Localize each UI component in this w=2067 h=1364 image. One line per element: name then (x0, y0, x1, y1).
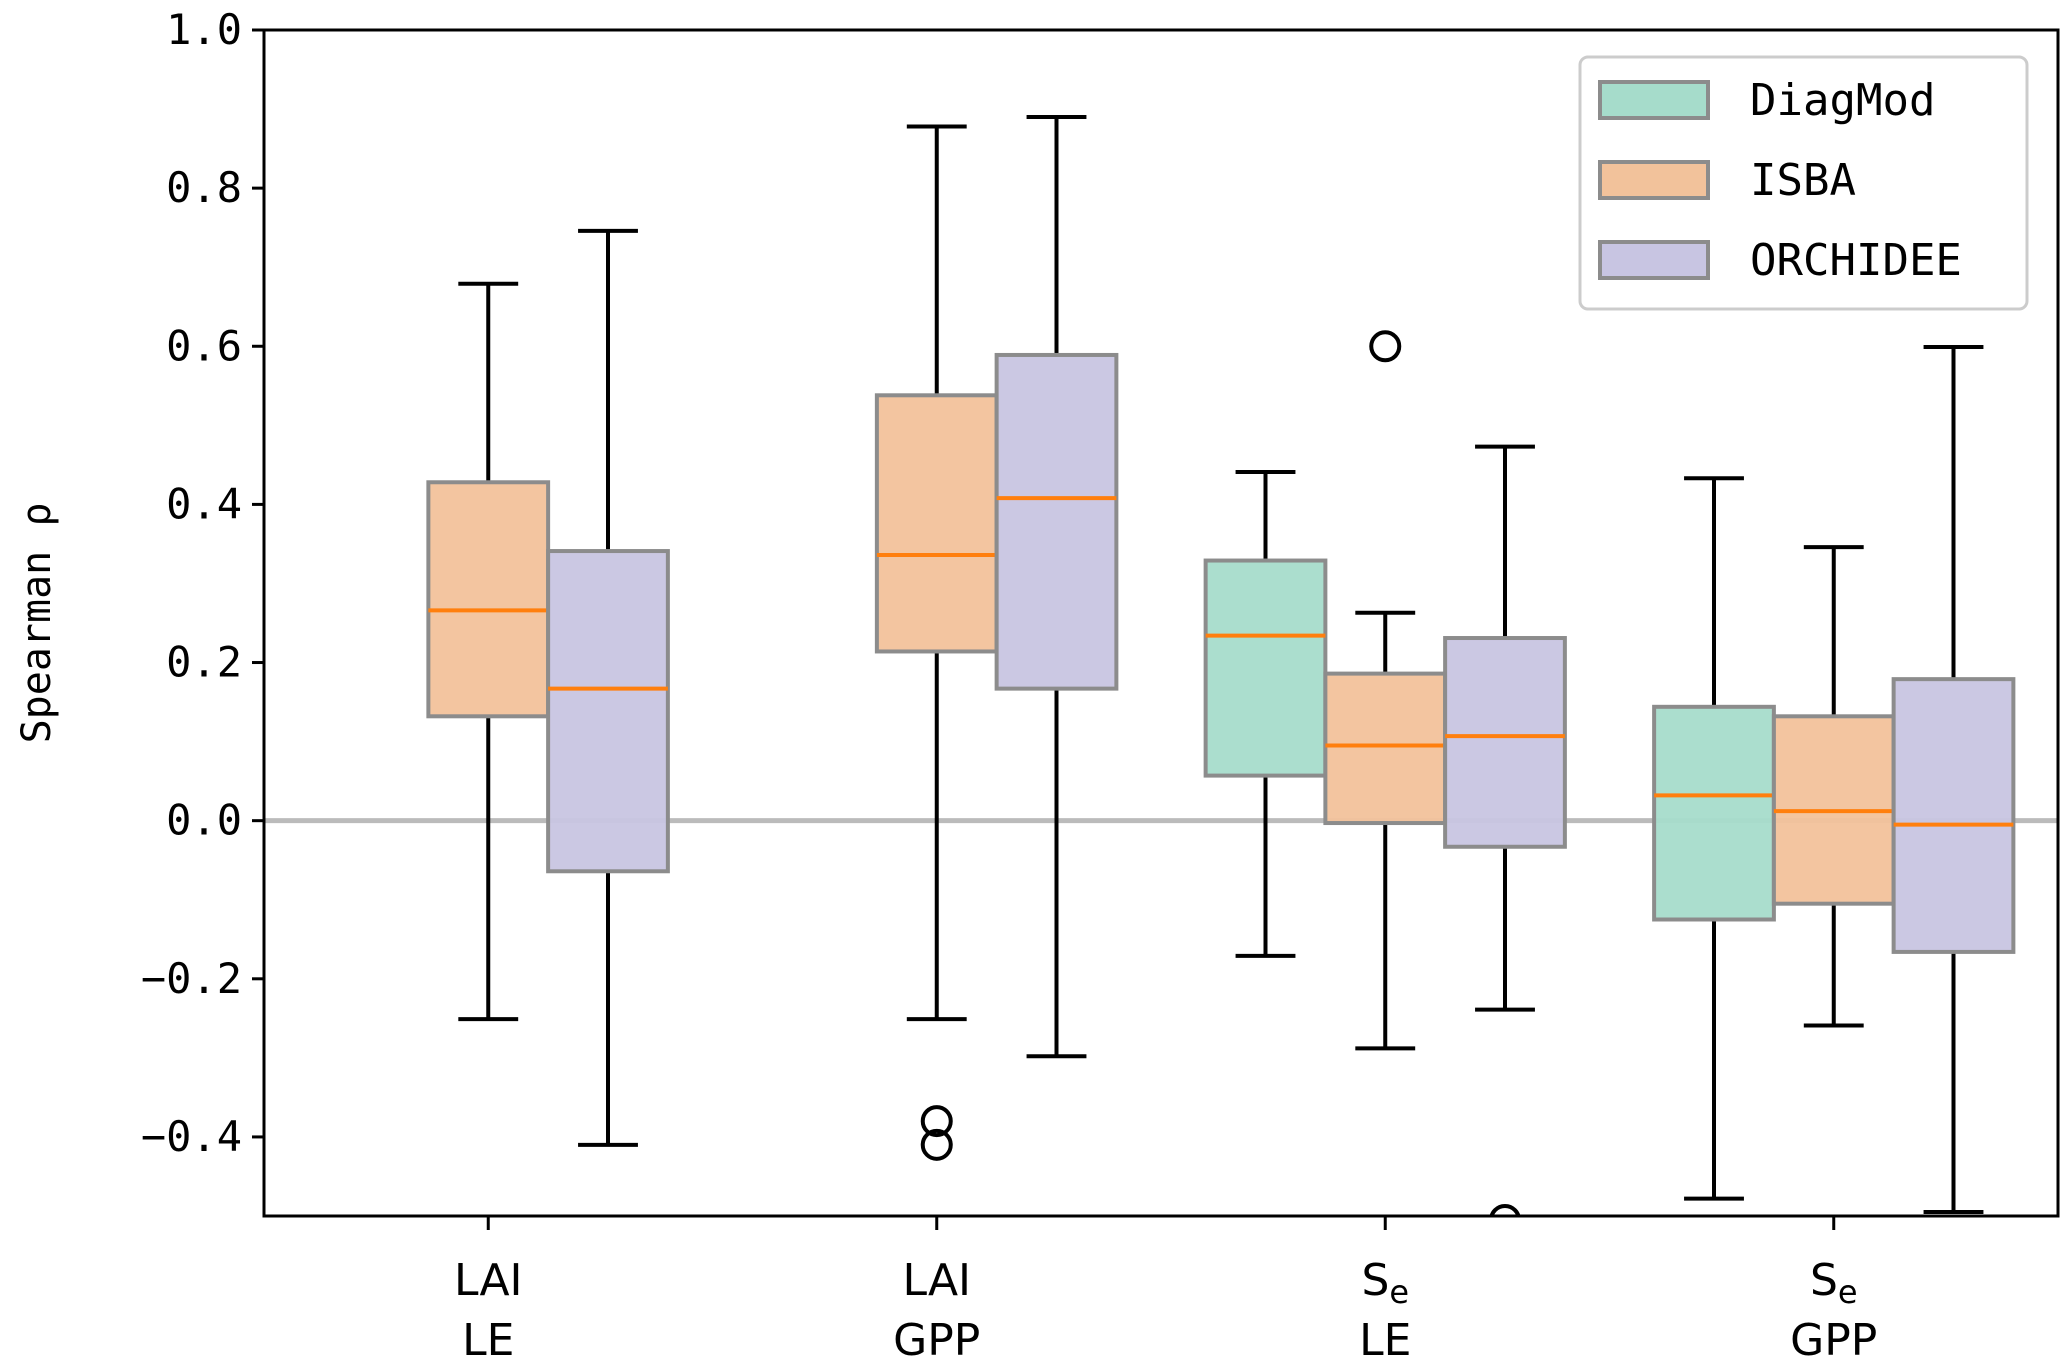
y-tick-label: −0.2 (141, 954, 242, 1003)
y-tick-label: 0.4 (166, 479, 242, 528)
legend-label-diagmod: DiagMod (1750, 75, 1935, 126)
y-tick-label: 0.0 (166, 796, 242, 845)
box-isba-3 (1771, 545, 1896, 1028)
legend-swatch-isba (1598, 160, 1710, 200)
box-body (1323, 671, 1448, 826)
x-tick-label-line2: GPP (893, 1315, 980, 1364)
x-tick-label-line2: LE (462, 1315, 514, 1364)
box-orchidee-0 (546, 228, 670, 1147)
y-tick-label: 0.2 (166, 638, 242, 687)
y-tick-label: 1.0 (166, 5, 242, 54)
box-isba-2 (1323, 330, 1448, 1051)
plot-frame (262, 28, 2060, 1218)
legend-label-isba: ISBA (1750, 155, 1856, 206)
outlier-point (1489, 1203, 1521, 1216)
box-body (1891, 677, 2016, 954)
box-body (1203, 558, 1328, 778)
box-body (1443, 636, 1567, 849)
box-isba-0 (426, 281, 551, 1022)
outlier-point (1369, 330, 1402, 363)
x-tick-label-line2: GPP (1790, 1315, 1877, 1364)
box-orchidee-3 (1891, 345, 2016, 1215)
x-tick-label-line1: Se (1361, 1255, 1409, 1311)
y-axis-label: Spearman ρ (14, 503, 60, 744)
legend-swatch-orchidee (1598, 240, 1710, 280)
y-tick-label: −0.4 (141, 1112, 242, 1161)
outlier-point (920, 1128, 953, 1161)
box-isba-1 (874, 124, 999, 1161)
y-tick-label: 0.8 (166, 163, 242, 212)
box-body (426, 480, 551, 719)
box-body (874, 393, 999, 654)
legend: DiagMod ISBA ORCHIDEE (1578, 55, 2029, 311)
legend-swatch-diagmod (1598, 80, 1710, 120)
x-tick-label-line2: LE (1359, 1315, 1411, 1364)
box-diagmod-2 (1203, 469, 1328, 958)
box-body (546, 549, 670, 874)
box-body (994, 352, 1119, 691)
box-body (1652, 704, 1776, 922)
x-tick-label-line1: LAI (454, 1255, 523, 1306)
box-orchidee-2 (1443, 444, 1567, 1216)
subscript: e (1389, 1273, 1409, 1311)
legend-label-orchidee: ORCHIDEE (1750, 235, 1962, 286)
outlier-point (920, 1105, 953, 1138)
box-orchidee-1 (994, 114, 1119, 1059)
subscript: e (1838, 1273, 1858, 1311)
box-diagmod-3 (1652, 476, 1776, 1201)
y-tick-label: 0.6 (166, 321, 242, 370)
x-tick-label-line1: LAI (902, 1255, 971, 1306)
x-tick-label-line1: Se (1810, 1255, 1858, 1311)
